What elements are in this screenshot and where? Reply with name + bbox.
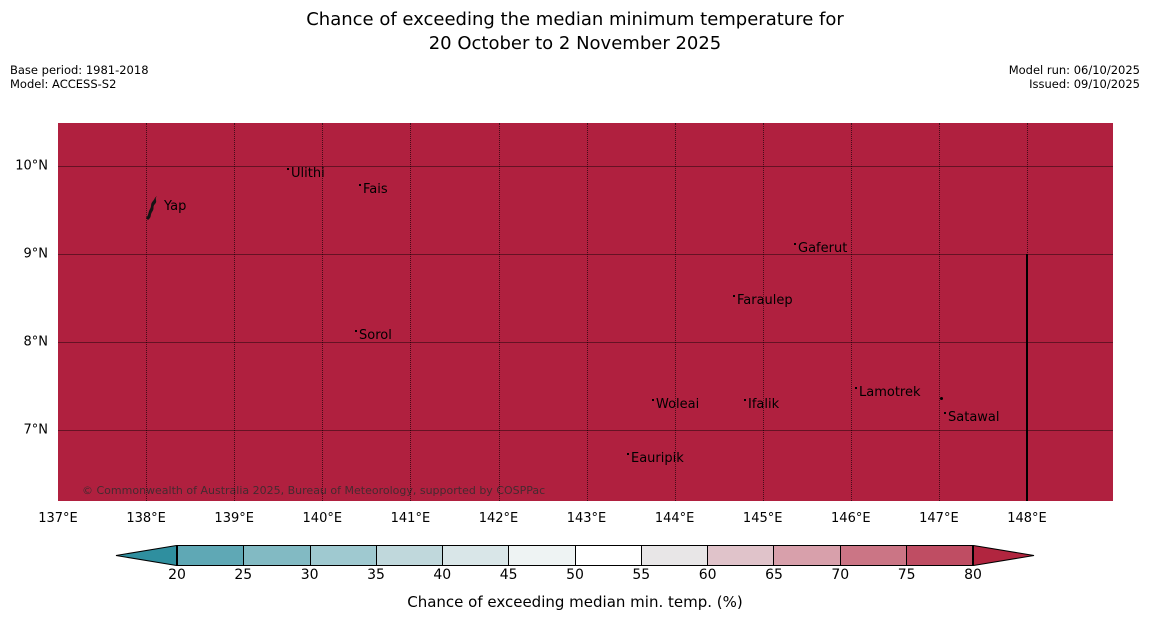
x-axis-tick-label: 147°E — [919, 511, 959, 526]
colorbar-tick-label: 55 — [632, 567, 651, 583]
metadata-right: Model run: 06/10/2025 Issued: 09/10/2025 — [1008, 63, 1140, 91]
island-label-fais: Fais — [359, 183, 388, 197]
ulithi-island-dot — [287, 168, 289, 170]
colorbar-tick-label: 35 — [367, 567, 385, 583]
eauripik-island-dot — [627, 453, 629, 455]
lamotrek-island-dot — [855, 387, 857, 389]
longitude-gridline — [938, 123, 940, 501]
sorol-island-dot — [355, 330, 357, 332]
base-period-text: Base period: 1981-2018 — [10, 63, 149, 77]
latitude-gridline — [58, 254, 1113, 255]
island-label-faraulep: Faraulep — [733, 294, 793, 308]
island-label-eauripik: Eauripik — [627, 452, 684, 466]
ifalik-island-dot — [744, 399, 746, 401]
island-label-gaferut: Gaferut — [794, 242, 847, 256]
model-run-text: Model run: 06/10/2025 — [1008, 63, 1140, 77]
colorbar-body — [177, 545, 973, 566]
longitude-gridline — [850, 123, 852, 501]
colorbar-tick-label: 80 — [964, 567, 982, 583]
colorbar-under-arrow — [115, 545, 177, 566]
y-axis-tick-label: 10°N — [15, 158, 48, 174]
fais-island-dot — [359, 184, 361, 186]
colorbar-segment — [641, 546, 708, 565]
x-axis-tick-label: 146°E — [831, 511, 871, 526]
woleai-island-dot — [652, 399, 654, 401]
colorbar-tick-label: 75 — [897, 567, 916, 583]
island-label-ulithi: Ulithi — [287, 167, 325, 181]
colorbar-segment — [443, 546, 510, 565]
model-text: Model: ACCESS-S2 — [10, 76, 117, 91]
latitude-gridline — [58, 166, 1113, 167]
chart-title-line2: 20 October to 2 November 2025 — [428, 33, 722, 54]
longitude-gridline — [410, 123, 412, 501]
colorbar-tick-label: 45 — [499, 567, 518, 583]
latitude-gridline — [58, 342, 1113, 343]
x-axis-tick-label: 141°E — [390, 511, 431, 526]
x-axis-tick-label: 137°E — [38, 511, 78, 526]
longitude-gridline — [234, 123, 236, 501]
island-label-lamotrek: Lamotrek — [855, 386, 921, 400]
colorbar-segment — [178, 546, 245, 565]
metadata-left: Base period: 1981-2018 Model: ACCESS-S2 — [10, 63, 149, 91]
colorbar-label: Chance of exceeding median min. temp. (%… — [407, 593, 743, 611]
island-label-woleai: Woleai — [652, 398, 699, 412]
colorbar-tick-label: 50 — [566, 567, 584, 583]
longitude-gridline — [762, 123, 764, 501]
y-axis-tick-label: 9°N — [23, 246, 49, 262]
x-axis-tick-label: 145°E — [742, 511, 783, 526]
longitude-gridline — [146, 123, 148, 501]
colorbar-tick-label: 60 — [698, 567, 717, 583]
longitude-gridline — [586, 123, 588, 501]
satawal-island-dot — [944, 412, 946, 414]
colorbar-segment — [575, 546, 642, 565]
longitude-gridline — [498, 123, 500, 501]
x-axis-tick-label: 144°E — [654, 511, 695, 526]
colorbar-segment — [376, 546, 443, 565]
x-axis-tick-label: 142°E — [478, 511, 519, 526]
colorbar-segment — [310, 546, 377, 565]
colorbar-segment — [708, 546, 775, 565]
island-label-sorol: Sorol — [355, 329, 392, 343]
x-axis-tick-label: 138°E — [126, 511, 166, 526]
colorbar-tick-label: 70 — [831, 567, 850, 583]
colorbar-segment — [774, 546, 841, 565]
colorbar-tick-label: 65 — [765, 567, 783, 583]
latitude-gridline — [58, 430, 1113, 431]
gaferut-island-dot — [794, 243, 796, 245]
chart-title: Chance of exceeding the median minimum t… — [0, 8, 1150, 56]
x-axis-tick-label: 143°E — [566, 511, 607, 526]
faraulep-island-dot — [733, 295, 735, 297]
x-axis-tick-label: 139°E — [214, 511, 254, 526]
copyright-text: © Commonwealth of Australia 2025, Bureau… — [82, 484, 546, 497]
colorbar-tick-label: 20 — [168, 567, 186, 583]
island-dot — [940, 397, 943, 400]
chart-title-line1: Chance of exceeding the median minimum t… — [306, 9, 844, 30]
colorbar-tick-label: 40 — [433, 567, 452, 583]
island-label-ifalik: Ifalik — [744, 398, 779, 412]
colorbar-over-arrow — [973, 545, 1035, 566]
colorbar — [115, 545, 1035, 566]
longitude-gridline — [1027, 123, 1028, 501]
x-axis-tick-label: 140°E — [302, 511, 343, 526]
colorbar-tick-label: 30 — [300, 567, 319, 583]
colorbar-segment — [244, 546, 311, 565]
issued-text: Issued: 09/10/2025 — [1029, 76, 1140, 91]
colorbar-segment — [906, 546, 972, 565]
longitude-gridline — [674, 123, 676, 501]
map-area: Yap Ulithi Fais Gaferut Faraulep Sorol W… — [58, 123, 1113, 501]
colorbar-segment — [840, 546, 907, 565]
y-axis-tick-label: 7°N — [23, 422, 49, 438]
y-axis-tick-label: 8°N — [23, 334, 49, 350]
island-label-satawal: Satawal — [944, 411, 1000, 425]
colorbar-tick-label: 25 — [234, 567, 253, 583]
longitude-gridline — [322, 123, 324, 501]
x-axis-tick-label: 148°E — [1007, 511, 1047, 526]
yap-island-shape — [146, 196, 157, 220]
colorbar-segment — [509, 546, 576, 565]
island-label-yap: Yap — [164, 199, 187, 214]
